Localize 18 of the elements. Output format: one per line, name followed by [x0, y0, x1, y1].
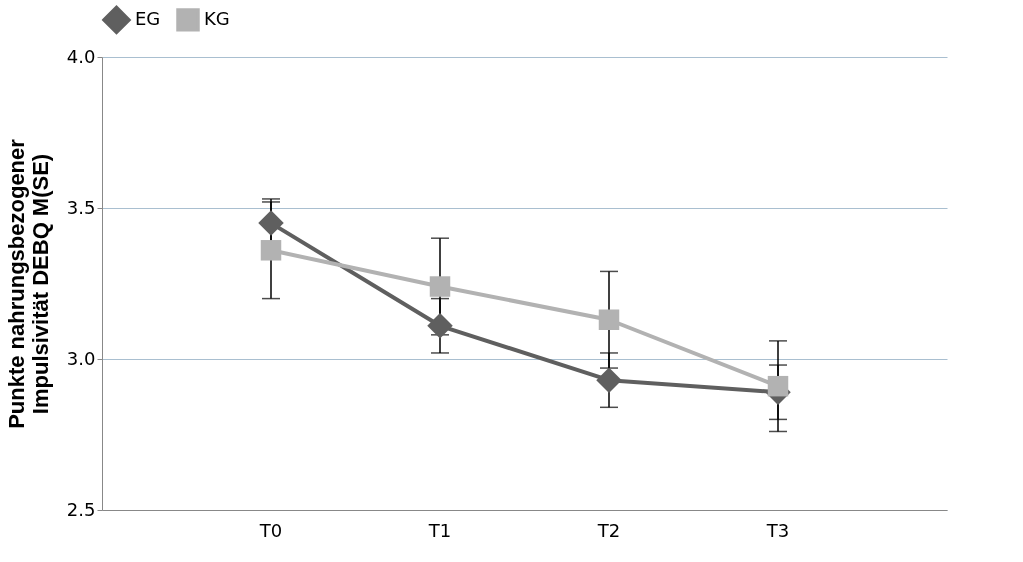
- legend-label: EG: [135, 7, 161, 29]
- point: [427, 313, 453, 339]
- y-tick-label: 3.0: [66, 347, 96, 369]
- x-tick-label: T0: [258, 519, 283, 541]
- y-tick-label: 4.0: [66, 45, 96, 67]
- point: [260, 240, 282, 261]
- y-axis-title: Punkte nahrungsbezogener Impulsivität DEBQ M(SE): [3, 138, 53, 429]
- x-tick-label: T3: [765, 519, 790, 541]
- y-tick-label: 2.5: [66, 498, 96, 520]
- x-tick-label: T1: [427, 519, 452, 541]
- y-tick-label: 3.5: [66, 196, 96, 218]
- point: [429, 276, 451, 297]
- x-tick-label: T2: [596, 519, 621, 541]
- point: [767, 375, 789, 397]
- legend-label: KG: [204, 7, 230, 29]
- point: [258, 210, 284, 236]
- point: [598, 309, 620, 330]
- point: [596, 367, 622, 393]
